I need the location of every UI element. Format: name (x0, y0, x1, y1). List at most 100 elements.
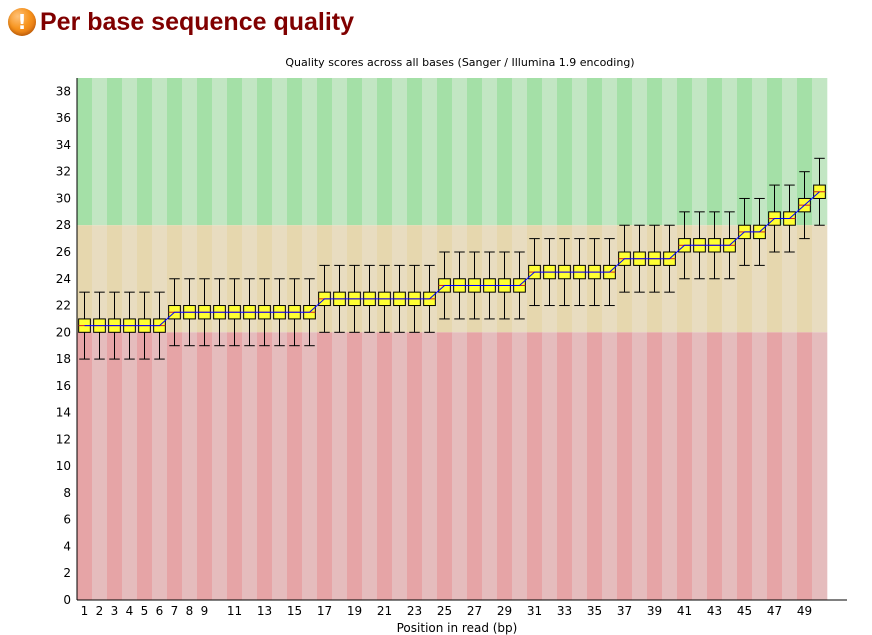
x-tick-label: 1 (81, 604, 89, 618)
band-poor (437, 332, 453, 600)
band-good (347, 78, 363, 226)
mean-line (84, 191, 820, 327)
band-good (512, 78, 528, 226)
band-poor (662, 332, 678, 600)
band-good (482, 78, 498, 226)
band-poor (122, 332, 138, 600)
y-tick-label: 12 (56, 432, 71, 446)
band-poor (752, 332, 768, 600)
y-tick-label: 36 (56, 111, 71, 125)
y-tick-label: 28 (56, 218, 71, 232)
band-good (362, 78, 378, 226)
band-poor (812, 332, 828, 600)
band-good (602, 78, 618, 226)
x-tick-label: 43 (707, 604, 722, 618)
band-poor (227, 332, 243, 600)
x-tick-label: 47 (767, 604, 782, 618)
x-tick-label: 41 (677, 604, 692, 618)
y-tick-label: 0 (63, 593, 71, 607)
band-poor (647, 332, 663, 600)
y-tick-label: 16 (56, 379, 71, 393)
band-good (272, 78, 288, 226)
band-poor (737, 332, 753, 600)
band-good (542, 78, 558, 226)
x-tick-label: 13 (257, 604, 272, 618)
band-good (737, 78, 753, 226)
page-title: Per base sequence quality (40, 7, 355, 36)
band-reasonable (152, 225, 168, 333)
x-tick-label: 27 (467, 604, 482, 618)
band-good (92, 78, 108, 226)
band-good (452, 78, 468, 226)
band-poor (722, 332, 738, 600)
y-tick-label: 26 (56, 245, 71, 259)
band-good (497, 78, 513, 226)
band-reasonable (797, 225, 813, 333)
band-poor (392, 332, 408, 600)
band-good (617, 78, 633, 226)
band-good (707, 78, 723, 226)
band-poor (257, 332, 273, 600)
band-poor (452, 332, 468, 600)
band-poor (602, 332, 618, 600)
band-poor (512, 332, 528, 600)
band-poor (422, 332, 438, 600)
band-good (692, 78, 708, 226)
x-tick-label: 8 (186, 604, 194, 618)
band-good (152, 78, 168, 226)
x-tick-label: 7 (171, 604, 179, 618)
band-reasonable (77, 225, 93, 333)
quality-boxplot-chart: Quality scores across all bases (Sanger … (56, 56, 847, 635)
band-reasonable (737, 225, 753, 333)
x-tick-label: 37 (617, 604, 632, 618)
band-poor (692, 332, 708, 600)
x-tick-label: 21 (377, 604, 392, 618)
band-poor (707, 332, 723, 600)
x-tick-label: 6 (156, 604, 164, 618)
band-poor (677, 332, 693, 600)
band-good (77, 78, 93, 226)
band-good (797, 78, 813, 226)
band-good (752, 78, 768, 226)
band-poor (152, 332, 168, 600)
band-poor (482, 332, 498, 600)
band-good (632, 78, 648, 226)
band-poor (782, 332, 798, 600)
band-good (182, 78, 198, 226)
band-poor (167, 332, 183, 600)
band-poor (527, 332, 543, 600)
y-tick-label: 2 (63, 566, 71, 580)
x-tick-label: 3 (111, 604, 119, 618)
axes (76, 78, 847, 601)
band-poor (107, 332, 123, 600)
band-poor (572, 332, 588, 600)
x-ticks: 1 2 3 4 5 6 7 8 9 11 13 15 17 19 21 23 25 27 29 31 33 35 37 39 4… (81, 604, 812, 618)
band-good (587, 78, 603, 226)
band-good (212, 78, 228, 226)
band-reasonable (92, 225, 108, 333)
y-tick-label: 34 (56, 138, 71, 152)
x-tick-label: 4 (126, 604, 134, 618)
band-poor (287, 332, 303, 600)
band-good (392, 78, 408, 226)
band-poor (242, 332, 258, 600)
band-poor (317, 332, 333, 600)
band-good (572, 78, 588, 226)
band-poor (587, 332, 603, 600)
band-good (407, 78, 423, 226)
band-poor (212, 332, 228, 600)
y-tick-label: 30 (56, 191, 71, 205)
band-poor (347, 332, 363, 600)
page-header: ! Per base sequence quality (8, 4, 354, 40)
x-tick-label: 39 (647, 604, 662, 618)
y-tick-label: 4 (63, 539, 71, 553)
band-good (137, 78, 153, 226)
band-poor (542, 332, 558, 600)
band-poor (332, 332, 348, 600)
band-poor (362, 332, 378, 600)
x-tick-label: 15 (287, 604, 302, 618)
band-poor (617, 332, 633, 600)
y-tick-label: 24 (56, 272, 71, 286)
x-tick-label: 33 (557, 604, 572, 618)
